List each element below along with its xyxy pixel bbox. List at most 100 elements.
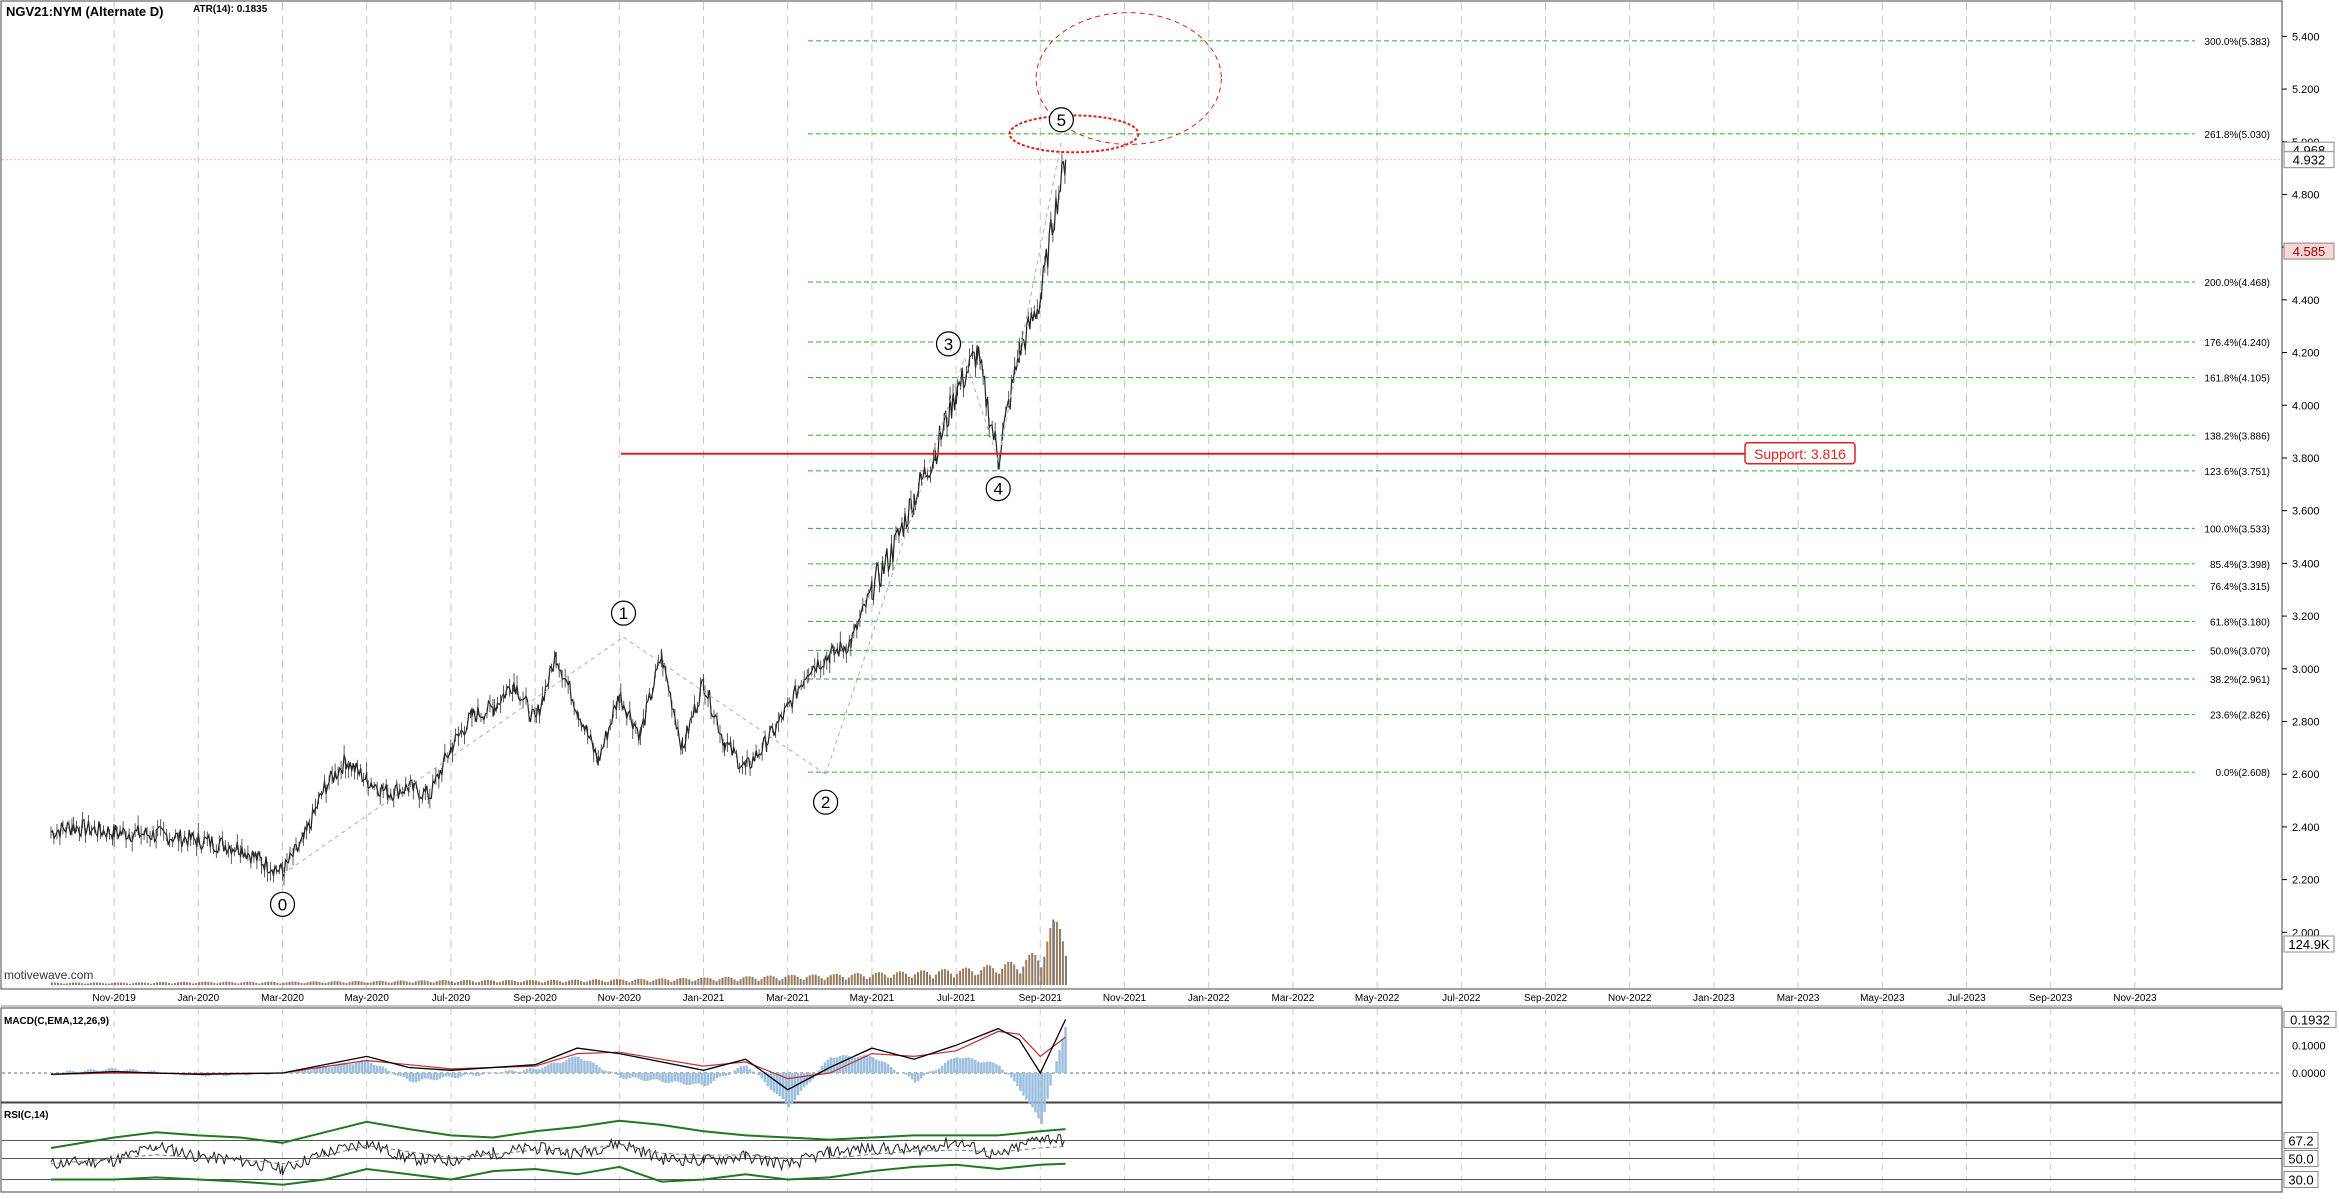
volume-bar	[992, 968, 994, 985]
volume-bar	[791, 975, 793, 985]
macd-histogram-bar	[286, 1073, 289, 1074]
macd-histogram-bar	[1055, 1061, 1058, 1073]
price-tick-label: 4.800	[2292, 189, 2320, 201]
volume-bar	[574, 980, 576, 985]
volume-bar	[818, 976, 820, 985]
volume-bar	[237, 983, 239, 985]
macd-histogram-bar	[1007, 1073, 1010, 1075]
volume-bar	[998, 974, 1000, 985]
volume-bar	[508, 980, 510, 985]
price-tick-label: 2.400	[2292, 822, 2320, 834]
volume-bar	[1056, 922, 1058, 985]
volume-bar	[728, 977, 730, 985]
volume-bar	[731, 978, 733, 985]
volume-bar	[219, 983, 221, 985]
volume-bar	[541, 983, 543, 985]
macd-histogram-bar	[827, 1060, 830, 1073]
volume-bar	[147, 983, 149, 985]
macd-histogram-bar	[872, 1057, 875, 1073]
macd-histogram-bar	[643, 1073, 646, 1081]
volume-bar	[261, 983, 263, 985]
volume-bar	[523, 981, 525, 985]
volume-bar	[968, 968, 970, 985]
fib-level-label: 85.4%(3.398)	[2210, 560, 2270, 571]
macd-histogram-bar	[842, 1055, 845, 1073]
volume-bar	[983, 967, 985, 985]
macd-histogram-bar	[935, 1070, 938, 1073]
x-tick-label: Nov-2022	[1608, 993, 1652, 1004]
volume-bar	[493, 981, 495, 985]
macd-histogram-bar	[914, 1073, 917, 1082]
fib-level-label: 38.2%(2.961)	[2210, 675, 2270, 686]
volume-bar	[848, 978, 850, 985]
macd-histogram-bar	[881, 1061, 884, 1073]
macd-histogram-bar	[469, 1073, 472, 1074]
macd-histogram-bar	[1019, 1073, 1022, 1091]
volume-bar	[415, 981, 417, 985]
volume-bar	[884, 975, 886, 985]
price-tick-label: 4.200	[2292, 348, 2320, 360]
macd-histogram-bar	[884, 1062, 887, 1073]
volume-bar	[722, 978, 724, 985]
price-tick-label: 4.400	[2292, 295, 2320, 307]
volume-bar	[785, 977, 787, 985]
volume-bar	[231, 982, 233, 985]
macd-histogram-bar	[451, 1073, 454, 1077]
wave-label: 1	[619, 604, 628, 623]
volume-bar	[60, 983, 62, 985]
volume-bar	[547, 981, 549, 985]
volume-bar	[857, 973, 859, 985]
macd-histogram-bar	[661, 1073, 664, 1082]
x-tick-label: May-2022	[1355, 993, 1400, 1004]
volume-bar	[225, 982, 227, 985]
marker-price-label: 4.585	[2293, 244, 2326, 259]
macd-histogram-bar	[869, 1056, 872, 1073]
volume-bar	[445, 980, 447, 985]
watermark: motivewave.com	[4, 968, 93, 982]
macd-histogram-bar	[983, 1062, 986, 1073]
volume-bar	[812, 974, 814, 985]
volume-bar	[719, 979, 721, 985]
volume-bar	[607, 982, 609, 985]
price-tick-label: 3.600	[2292, 506, 2320, 518]
x-tick-label: Nov-2020	[598, 993, 642, 1004]
macd-histogram-bar	[556, 1063, 559, 1073]
price-tick-label: 5.400	[2292, 31, 2320, 43]
volume-bar	[487, 980, 489, 985]
macd-histogram-bar	[694, 1073, 697, 1083]
volume-bar	[797, 977, 799, 985]
volume-bar	[322, 983, 324, 985]
volume-bar	[84, 984, 86, 985]
volume-bar	[496, 982, 498, 985]
price-tick-label: 2.600	[2292, 769, 2320, 781]
wave-label: 5	[1057, 111, 1066, 130]
macd-histogram-bar	[592, 1062, 595, 1073]
macd-histogram-bar	[424, 1073, 427, 1078]
macd-histogram-bar	[1037, 1073, 1040, 1118]
volume-bar	[941, 969, 943, 985]
volume-bar	[613, 979, 615, 985]
macd-histogram-bar	[640, 1073, 643, 1080]
macd-histogram-bar	[385, 1068, 388, 1073]
macd-histogram-bar	[394, 1073, 397, 1075]
volume-bar	[953, 977, 955, 985]
macd-histogram-bar	[535, 1069, 538, 1073]
fib-level-label: 61.8%(3.180)	[2210, 617, 2270, 628]
volume-bar	[640, 979, 642, 985]
volume-bar	[977, 975, 979, 985]
volume-bar	[896, 972, 898, 985]
macd-histogram-bar	[499, 1073, 502, 1074]
rsi-label: RSI(C,14)	[4, 1110, 48, 1121]
volume-bar	[379, 981, 381, 985]
volume-bar	[1065, 956, 1067, 985]
volume-bar	[586, 982, 588, 985]
macd-histogram-bar	[583, 1060, 586, 1073]
x-tick-label: Sep-2021	[1019, 993, 1063, 1004]
price-tick-label: 3.400	[2292, 558, 2320, 570]
volume-bar	[192, 983, 194, 985]
macd-histogram-bar	[523, 1070, 526, 1073]
macd-histogram-bar	[400, 1073, 403, 1076]
macd-histogram-bar	[502, 1072, 505, 1073]
volume-bar	[270, 982, 272, 985]
volume-bar	[836, 974, 838, 985]
